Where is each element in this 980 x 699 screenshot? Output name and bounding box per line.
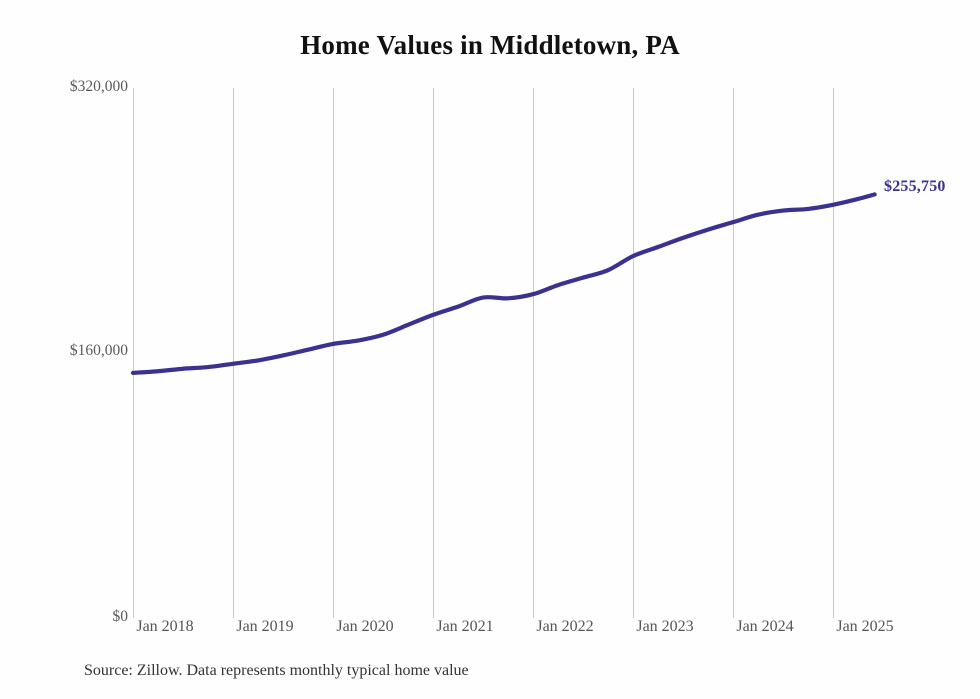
x-axis-tick-label-jan-2023: Jan 2023 <box>636 618 694 635</box>
x-axis-tick-label-jan-2024: Jan 2024 <box>736 618 794 635</box>
x-axis-tick-label-jan-2021: Jan 2021 <box>436 618 494 635</box>
gridlines <box>133 88 835 618</box>
y-axis-tick-label-top: $320,000 <box>69 78 128 95</box>
end-value-annotation: $255,750 <box>884 178 946 195</box>
plot-area <box>133 88 873 618</box>
y-axis-tick-label-bottom: $0 <box>112 608 129 625</box>
y-axis-tick-labels: $320,000 $160,000 $0 <box>0 0 128 699</box>
x-axis-tick-label-jan-2019: Jan 2019 <box>236 618 294 635</box>
source-note: Source: Zillow. Data represents monthly … <box>84 662 469 679</box>
data-line-typical-home-value <box>130 192 877 375</box>
chart-title: Home Values in Middletown, PA <box>300 30 680 60</box>
x-axis-tick-label-jan-2020: Jan 2020 <box>336 618 394 635</box>
y-axis-tick-label-mid: $160,000 <box>69 342 128 359</box>
x-axis-tick-label-jan-2018: Jan 2018 <box>136 618 194 635</box>
x-axis-tick-label-jan-2025: Jan 2025 <box>836 618 894 635</box>
x-axis-tick-label-jan-2022: Jan 2022 <box>536 618 594 635</box>
